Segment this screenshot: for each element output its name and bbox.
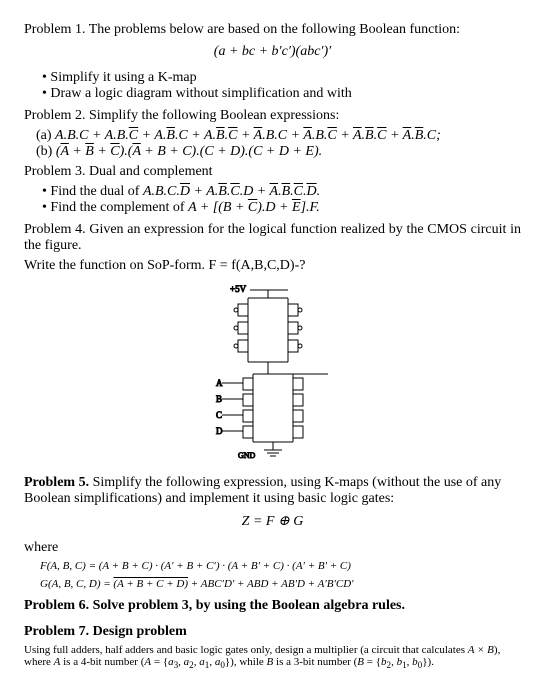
- svg-text:B: B: [216, 394, 222, 404]
- p2-b-expr: (A + B + C).(A + B + C).(C + D).(C + D +…: [56, 144, 322, 159]
- svg-text:D: D: [216, 426, 223, 436]
- cmos-figure: +5V A B: [24, 282, 521, 467]
- p3-b2-expr: A + [(B + C).D + E].F.: [188, 200, 320, 215]
- p5-where: where: [24, 540, 521, 556]
- p2-a-label: (a): [36, 128, 52, 143]
- problem-4-line2: Write the function on SoP-form. F = f(A,…: [24, 258, 521, 274]
- problem-4-title: Problem 4. Given an expression for the l…: [24, 222, 521, 254]
- p3-b1-prefix: Find the dual of: [50, 184, 143, 199]
- p3-b1-expr: A.B.C.D + A.B.C.D + A.B.C.D.: [143, 184, 320, 199]
- problem-2-title: Problem 2. Simplify the following Boolea…: [24, 108, 521, 124]
- problem-7-title: Problem 7. Design problem: [24, 624, 521, 640]
- problem-7-body: Using full adders, half adders and basic…: [24, 644, 521, 670]
- p5-z: Z = F ⊕ G: [24, 513, 521, 530]
- svg-text:C: C: [216, 410, 222, 420]
- p2-a-expr: A.B.C + A.B.C + A.B.C + A.B.C + A.B.C + …: [55, 128, 441, 143]
- p3-bullet-2: Find the complement of A + [(B + C).D + …: [42, 200, 521, 216]
- p1-bullet-2: Draw a logic diagram without simplificat…: [42, 86, 521, 102]
- svg-text:GND: GND: [238, 451, 256, 460]
- problem-5-title: Problem 5. Simplify the following expres…: [24, 475, 521, 507]
- problem-1-title: Problem 1. The problems below are based …: [24, 22, 521, 38]
- svg-text:A: A: [216, 378, 223, 388]
- vdd-label: +5V: [230, 284, 247, 294]
- problem-6-title: Problem 6. Solve problem 3, by using the…: [24, 598, 521, 614]
- p1-bullet-1: Simplify it using a K-map: [42, 70, 521, 86]
- p3-b2-prefix: Find the complement of: [50, 200, 188, 215]
- problem-3-title: Problem 3. Dual and complement: [24, 164, 521, 180]
- p5-g: G(A, B, C, D) = (A + B + C + D) + ABC′D′…: [40, 578, 521, 590]
- problem-1-expr: (a + bc + b′c′)(abc′)′: [24, 44, 521, 60]
- p2-b-label: (b): [36, 144, 52, 159]
- p5-f: F(A, B, C) = (A + B + C) · (A′ + B + C′)…: [40, 560, 521, 572]
- p3-bullet-1: Find the dual of A.B.C.D + A.B.C.D + A.B…: [42, 184, 521, 200]
